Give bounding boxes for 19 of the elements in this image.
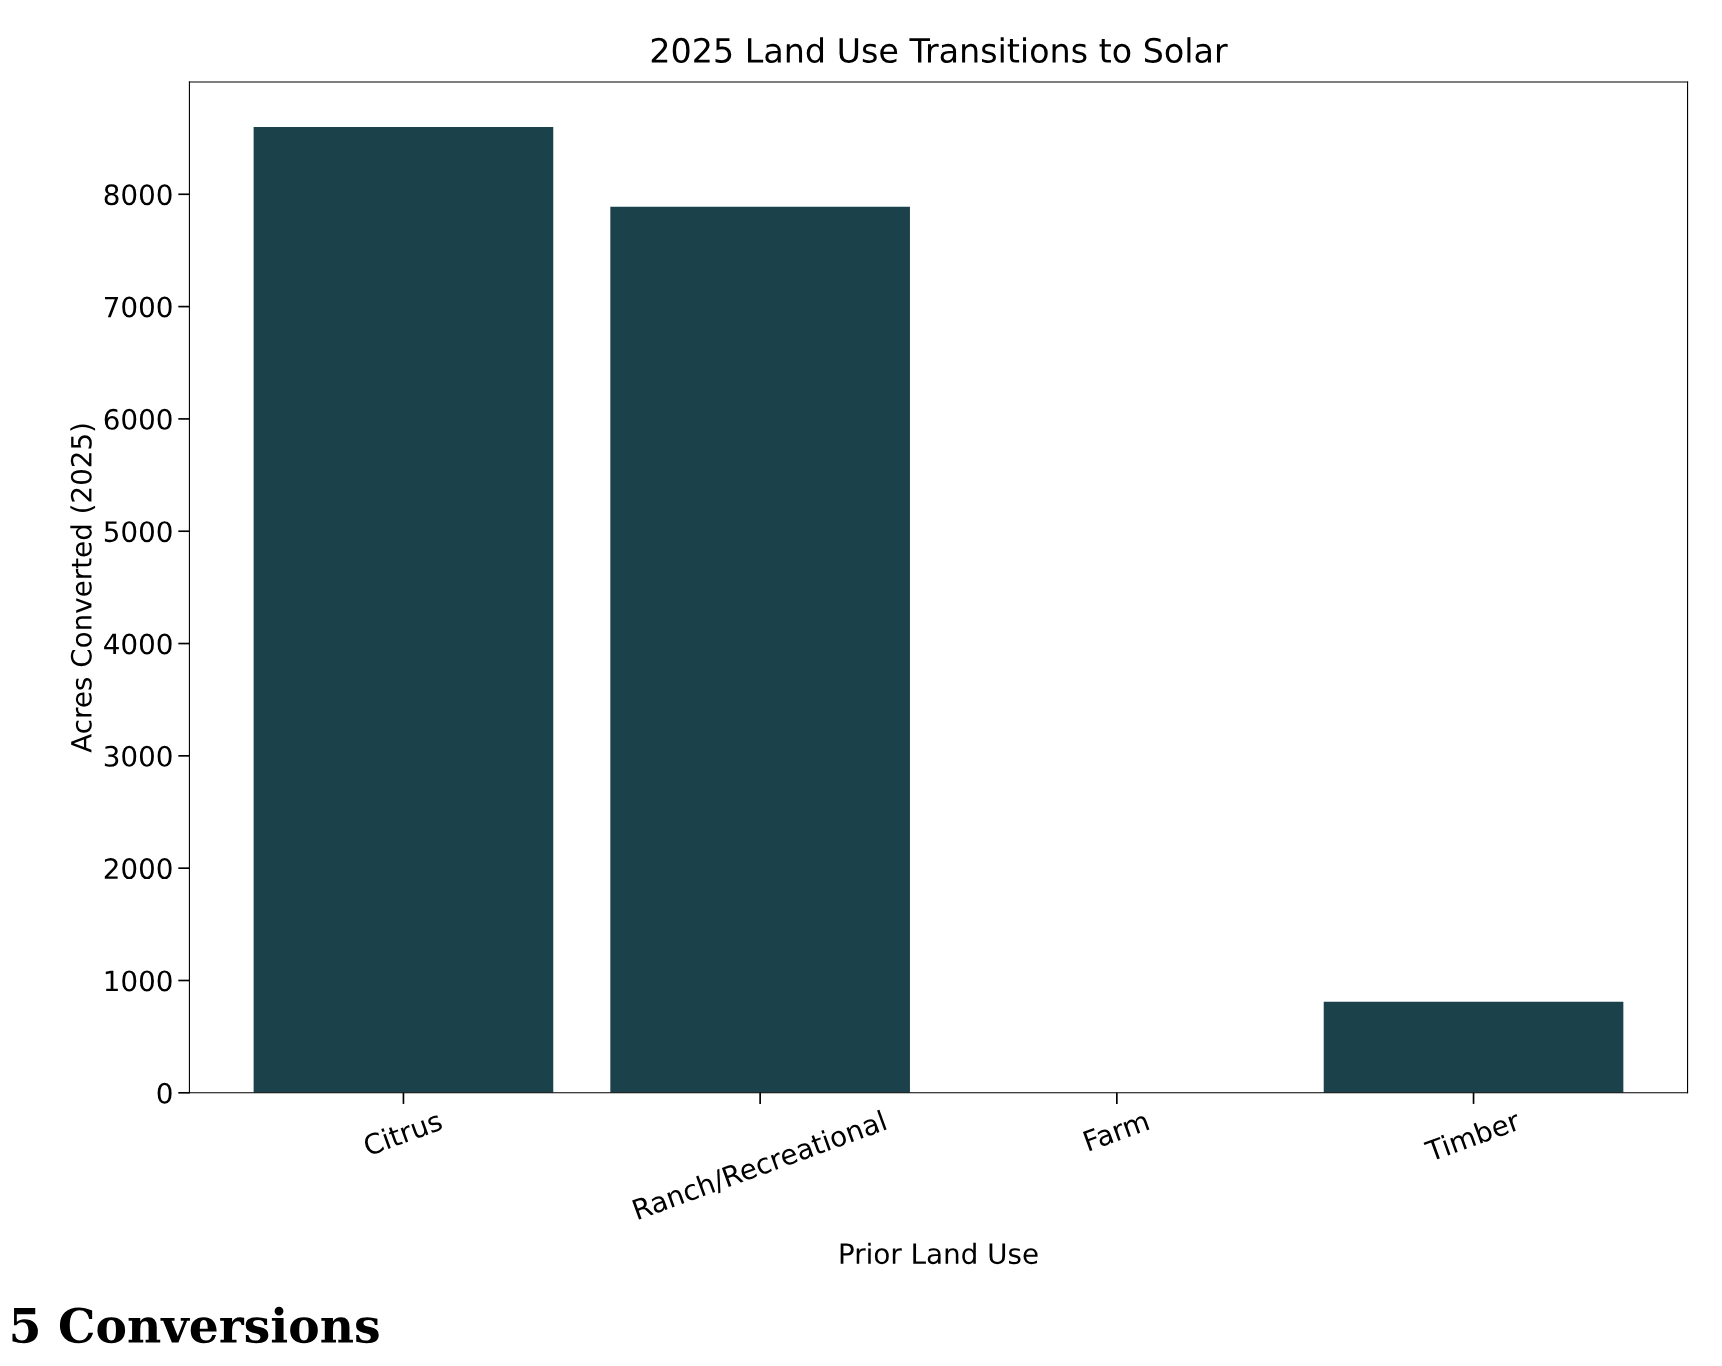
- y-tick-label: 2000: [104, 858, 172, 880]
- y-tick-label: 7000: [105, 296, 172, 318]
- text: 5 Conversions: [12, 1306, 379, 1344]
- y-tick-label: 8000: [104, 184, 172, 206]
- x-tick-label: Citrus: [362, 1109, 444, 1157]
- y-tick-label: 1000: [105, 970, 172, 992]
- x-axis-title: Prior Land Use: [840, 1242, 1038, 1265]
- chart-title: 2025 Land Use Transitions to Solar: [651, 37, 1228, 63]
- x-tick-label: Farm: [1082, 1110, 1150, 1152]
- x-tick-label: Timber: [1423, 1108, 1522, 1163]
- y-tick-label: 5000: [104, 521, 172, 543]
- y-axis-title: Acres Converted (2025): [70, 424, 96, 753]
- bar: [253, 126, 554, 1093]
- y-tick-label: 0: [157, 1082, 172, 1104]
- y-tick-label: 6000: [104, 408, 172, 430]
- bar: [1323, 1001, 1624, 1093]
- bar: [610, 206, 910, 1093]
- y-tick-label: 4000: [104, 633, 172, 655]
- y-tick-label: 3000: [104, 745, 172, 767]
